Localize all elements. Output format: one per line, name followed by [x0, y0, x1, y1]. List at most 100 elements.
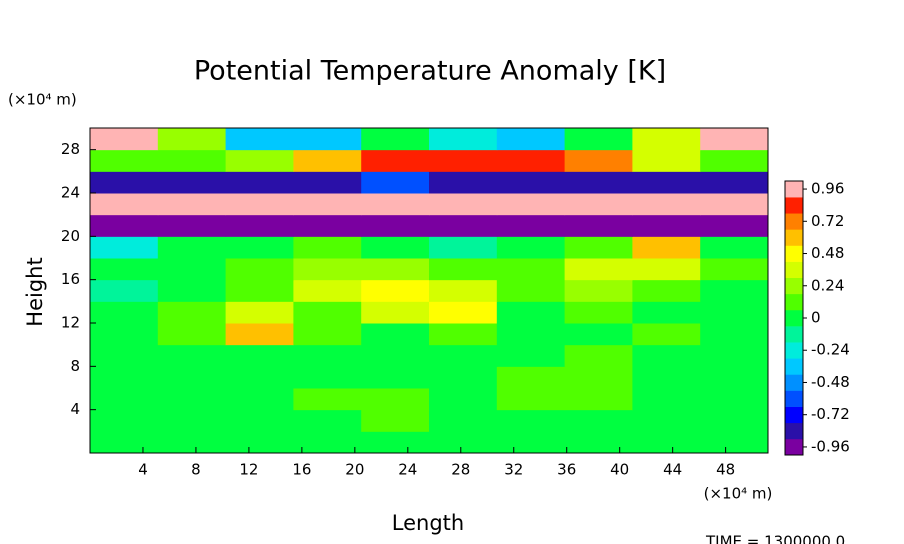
x-tick-label: 32 — [504, 461, 523, 479]
x-tick-label: 20 — [345, 461, 364, 479]
heat-cell — [293, 366, 362, 389]
heat-cell — [632, 409, 701, 432]
heat-cell — [293, 409, 362, 432]
heat-cell — [632, 149, 701, 172]
x-tick-label: 48 — [716, 461, 735, 479]
colorbar-swatch — [785, 422, 803, 440]
heat-cell — [564, 214, 633, 237]
heat-cell — [564, 323, 633, 346]
heat-cell — [225, 344, 294, 367]
heat-cell — [700, 236, 769, 259]
heat-cell — [157, 388, 227, 411]
heat-cell — [429, 149, 498, 172]
heat-cell — [90, 409, 159, 432]
heat-cell — [700, 171, 769, 194]
heat-cell — [293, 323, 362, 346]
heat-cell — [225, 279, 294, 302]
heat-cell — [429, 388, 498, 411]
heat-cell — [90, 279, 159, 302]
heat-cell — [496, 258, 566, 281]
heat-cell — [293, 193, 362, 216]
x-axis-label: Length — [392, 511, 464, 535]
x-tick-label: 24 — [398, 461, 417, 479]
heat-cell — [361, 214, 430, 237]
heat-cell — [632, 214, 701, 237]
heat-cell — [293, 149, 362, 172]
heat-cell — [361, 323, 430, 346]
colorbar-tick-label: 0 — [811, 309, 821, 327]
colorbar-swatch — [785, 358, 803, 375]
heat-cell — [564, 149, 633, 172]
heat-cell — [90, 128, 159, 151]
heat-cell — [157, 409, 227, 432]
heat-cell — [90, 171, 159, 194]
heat-cell — [496, 128, 566, 151]
heat-cell — [632, 366, 701, 389]
colorbar-swatch — [785, 229, 803, 246]
heat-cell — [157, 236, 227, 259]
heat-cell — [632, 193, 701, 216]
heat-cell — [225, 236, 294, 259]
heat-cell — [632, 279, 701, 302]
plot-frame — [89, 127, 769, 454]
heat-cell — [429, 193, 498, 216]
colorbar-swatch — [785, 374, 803, 391]
heat-cell — [361, 431, 430, 454]
heat-cell — [564, 258, 633, 281]
colorbar-swatch — [785, 390, 803, 407]
heat-cell — [361, 344, 430, 367]
heat-cell — [225, 258, 294, 281]
heat-cell — [496, 388, 566, 411]
heat-cell — [700, 214, 769, 237]
heat-cell — [293, 236, 362, 259]
x-tick-label: 4 — [138, 461, 148, 479]
colorbar-swatch — [785, 245, 803, 262]
heat-cell — [564, 366, 633, 389]
colorbar-swatch — [785, 326, 803, 343]
heat-cell — [429, 344, 498, 367]
heat-cell — [90, 149, 159, 172]
heat-cell — [361, 301, 430, 324]
heat-cell — [225, 366, 294, 389]
heat-cell — [361, 279, 430, 302]
heat-cell — [157, 149, 227, 172]
y-tick-label: 16 — [61, 270, 80, 288]
heat-cell — [293, 214, 362, 237]
heat-cell — [496, 214, 566, 237]
heat-cell — [700, 193, 769, 216]
heat-cell — [496, 323, 566, 346]
heat-cell — [361, 149, 430, 172]
heat-cell — [564, 409, 633, 432]
heat-cell — [564, 344, 633, 367]
x-unit: (×10⁴ m) — [704, 485, 773, 503]
heat-cell — [157, 258, 227, 281]
heat-cell — [700, 409, 769, 432]
heat-cell — [632, 258, 701, 281]
heat-cell — [700, 279, 769, 302]
x-tick-label: 36 — [557, 461, 576, 479]
y-unit: (×10⁴ m) — [8, 91, 77, 109]
colorbar-tick-label: 0.48 — [811, 244, 844, 262]
heat-cell — [90, 323, 159, 346]
heat-cell — [700, 323, 769, 346]
colorbar-tick-label: -0.96 — [811, 437, 850, 455]
heat-cell — [293, 258, 362, 281]
heat-cell — [293, 171, 362, 194]
heat-cell — [429, 214, 498, 237]
colorbar-tick-label: 0.24 — [811, 276, 844, 294]
colorbar-tick-label: -0.48 — [811, 373, 850, 391]
heat-cell — [700, 301, 769, 324]
heat-cell — [632, 344, 701, 367]
heat-cell — [429, 431, 498, 454]
heat-cell — [496, 279, 566, 302]
heat-cell — [90, 301, 159, 324]
heat-cell — [361, 388, 430, 411]
x-tick-label: 44 — [663, 461, 682, 479]
heat-cell — [361, 409, 430, 432]
heat-cell — [225, 128, 294, 151]
heat-cell — [225, 171, 294, 194]
heat-cell — [157, 214, 227, 237]
heat-cell — [429, 301, 498, 324]
heat-cell — [157, 171, 227, 194]
heat-cell — [700, 388, 769, 411]
